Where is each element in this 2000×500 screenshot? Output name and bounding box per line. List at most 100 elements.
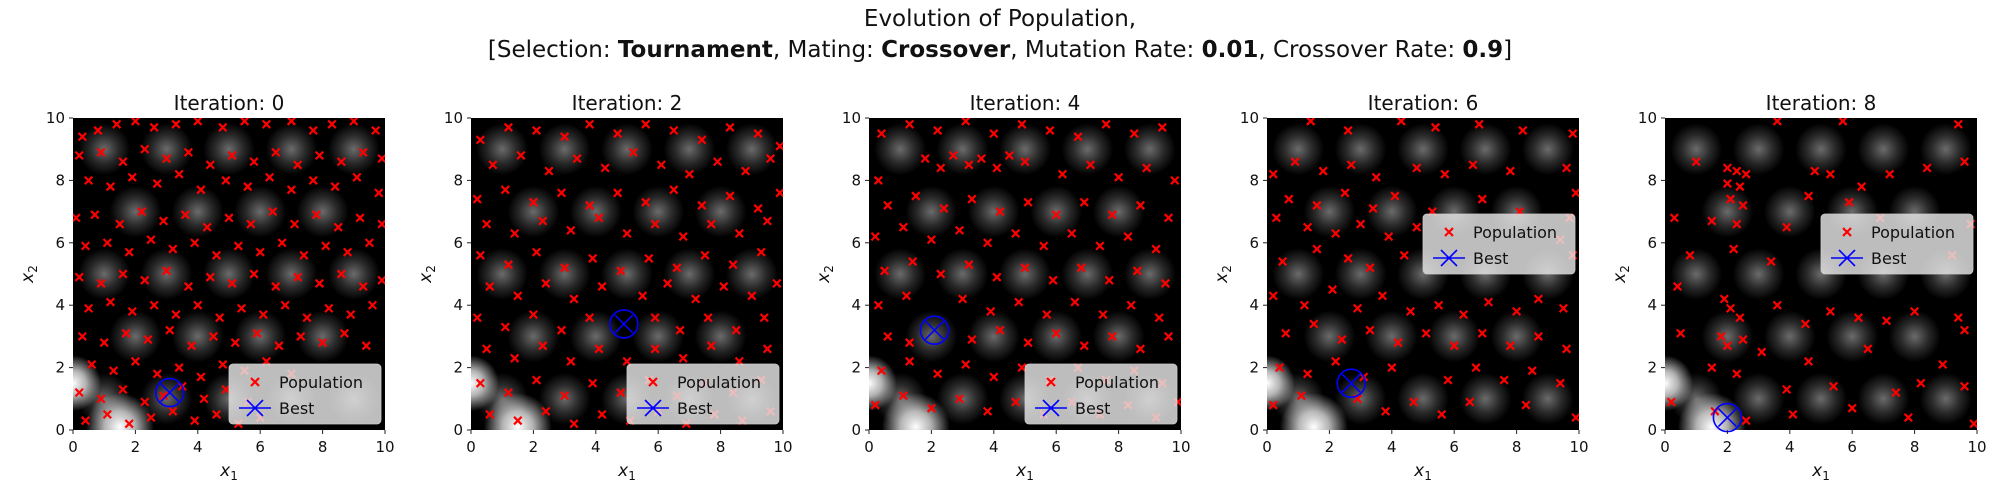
best-point-circle [919, 315, 950, 345]
population-point [1732, 369, 1742, 379]
subplot-iteration-2: Iteration: 4 0 2 4 6 8 10 0 2 4 6 8 10 x1 x2 Population… [814, 91, 1191, 483]
population-point [762, 344, 772, 354]
population-point [1555, 378, 1565, 388]
population-point [1365, 325, 1375, 335]
population-point-stroke [594, 344, 604, 354]
population-point-stroke [1465, 397, 1475, 407]
population-point-stroke [556, 188, 567, 198]
y-tick-label: 2 [1249, 359, 1259, 377]
heatmap-blob [296, 310, 349, 363]
population-point-stroke [80, 416, 91, 426]
population-point-stroke [215, 313, 225, 323]
population-point-stroke [180, 210, 190, 220]
population-point-stroke [725, 122, 735, 132]
population-point [152, 369, 162, 379]
heatmap-blob [1826, 310, 1879, 363]
population-point-stroke [1281, 328, 1291, 338]
population-point-stroke [669, 125, 679, 136]
crossover-label: Crossover Rate: [1272, 37, 1456, 63]
population-point [954, 225, 965, 235]
population-point-stroke [1023, 197, 1033, 207]
population-point [1281, 328, 1291, 338]
population-point [641, 119, 651, 129]
population-point-stroke [870, 231, 880, 242]
population-point [876, 366, 887, 376]
population-point [205, 272, 215, 282]
population-point [255, 247, 265, 257]
population-point-stroke [1772, 118, 1782, 126]
population-point [1020, 157, 1030, 167]
x-axis-label: x1 [1413, 461, 1432, 483]
population-point-stroke [475, 135, 485, 145]
population-point-stroke [1916, 378, 1926, 388]
population-point [1011, 397, 1021, 407]
population-point-stroke [1732, 166, 1742, 176]
population-point-stroke [1803, 191, 1814, 201]
population-point [992, 272, 1002, 282]
population-point [1725, 303, 1736, 313]
population-point [531, 247, 542, 257]
population-point-stroke [108, 366, 119, 376]
population-point [108, 366, 119, 376]
legend-best-swatch-stroke [1042, 399, 1060, 417]
best-point [1341, 373, 1361, 393]
population-point [873, 175, 883, 185]
legend-box [1024, 363, 1178, 425]
population-point [118, 269, 128, 279]
population-point-stroke [314, 150, 325, 161]
best-point [160, 382, 180, 403]
population-point [712, 157, 723, 167]
population-point [616, 387, 626, 398]
population-point [183, 147, 194, 157]
population-point-stroke [202, 222, 212, 232]
population-point-stroke [1725, 303, 1736, 313]
population-point-stroke [1881, 316, 1892, 326]
subplot-title: Iteration: 2 [572, 91, 683, 115]
population-point [528, 309, 538, 320]
population-point [1757, 347, 1767, 357]
population-point-stroke [594, 213, 604, 223]
population-point-stroke [597, 281, 607, 292]
legend-box [626, 363, 780, 425]
population-point-stroke [205, 272, 215, 282]
heatmap-blob [874, 123, 927, 176]
population-point-stroke [1412, 163, 1422, 173]
population-point [961, 359, 971, 370]
population-point [500, 322, 510, 332]
population-point [1274, 363, 1285, 373]
population-point [171, 309, 181, 320]
population-point [873, 300, 883, 310]
population-point-stroke [1729, 244, 1739, 254]
population-point [1518, 125, 1528, 136]
best-point-circle [1336, 368, 1367, 399]
population-point [96, 278, 106, 288]
population-point [121, 328, 131, 338]
population-point-stroke [488, 160, 498, 170]
heatmap-blob [1303, 185, 1356, 238]
population-point-stroke [1284, 194, 1294, 204]
population-point-stroke [898, 222, 908, 232]
population-point [1095, 241, 1105, 251]
x-tick-label: 6 [653, 438, 663, 456]
population-point-stroke [208, 331, 218, 341]
heatmap-blob [1857, 123, 1910, 176]
population-point [1365, 263, 1375, 273]
population-point [992, 163, 1002, 173]
population-point-stroke [268, 207, 278, 217]
population-point [566, 356, 576, 366]
population-point-stroke [1922, 163, 1932, 173]
population-point-stroke [99, 338, 109, 348]
heatmap-blob [1061, 123, 1114, 176]
population-point [1716, 331, 1726, 341]
population-point-stroke [1903, 412, 1913, 423]
population-point-stroke [958, 294, 968, 304]
population-point [96, 147, 106, 157]
population-point-stroke [528, 197, 538, 207]
population-point [299, 250, 309, 260]
population-point-stroke [1568, 129, 1578, 139]
population-point [500, 185, 510, 195]
population-point [1571, 412, 1579, 423]
population-point-stroke [954, 394, 965, 404]
population-point-stroke [1123, 231, 1133, 242]
x-axis-label-subscript: 1 [230, 469, 238, 483]
